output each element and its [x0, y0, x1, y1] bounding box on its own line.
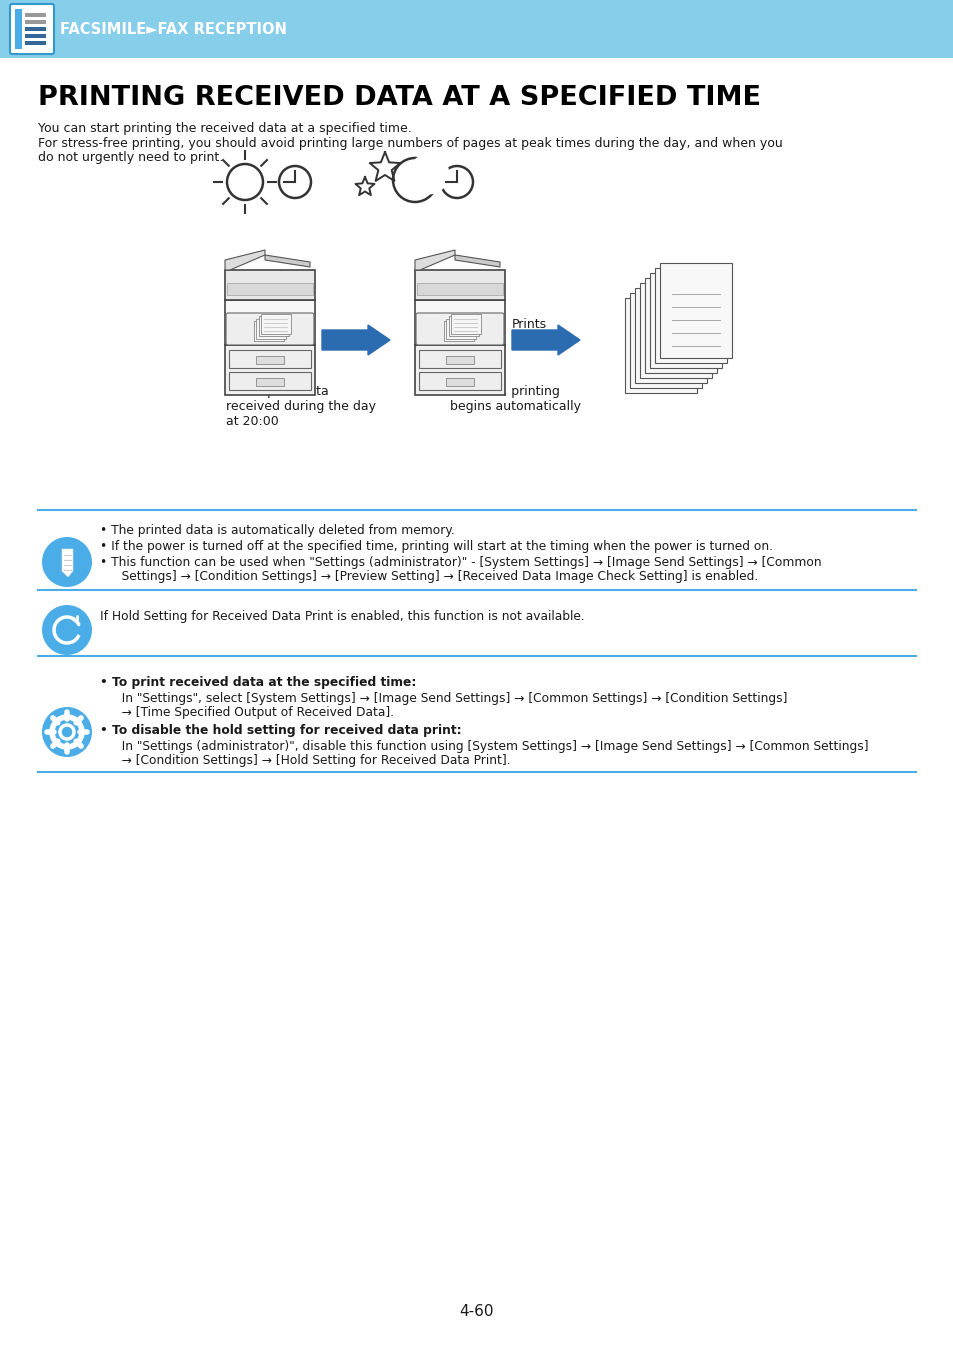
FancyBboxPatch shape [225, 346, 314, 396]
FancyBboxPatch shape [25, 20, 46, 24]
FancyBboxPatch shape [225, 270, 314, 300]
FancyBboxPatch shape [639, 284, 711, 378]
Circle shape [42, 707, 91, 757]
FancyBboxPatch shape [15, 9, 22, 49]
FancyBboxPatch shape [629, 293, 701, 387]
Polygon shape [62, 549, 73, 576]
Circle shape [42, 605, 91, 655]
FancyBboxPatch shape [25, 14, 46, 18]
FancyBboxPatch shape [25, 40, 46, 45]
FancyBboxPatch shape [25, 34, 46, 38]
Circle shape [410, 155, 448, 193]
FancyBboxPatch shape [416, 284, 502, 296]
FancyBboxPatch shape [655, 269, 726, 363]
FancyBboxPatch shape [418, 373, 500, 390]
Polygon shape [265, 255, 310, 267]
Text: • To print received data at the specified time:: • To print received data at the specifie… [100, 676, 416, 688]
Text: • The printed data is automatically deleted from memory.: • The printed data is automatically dele… [100, 524, 455, 537]
Text: For stress-free printing, you should avoid printing large numbers of pages at pe: For stress-free printing, you should avo… [38, 136, 781, 150]
FancyArrow shape [322, 325, 390, 355]
Polygon shape [225, 250, 265, 270]
Text: → [Time Specified Output of Received Data].: → [Time Specified Output of Received Dat… [110, 706, 394, 720]
Text: If Hold Setting for Received Data Print is enabled, this function is not availab: If Hold Setting for Received Data Print … [100, 610, 584, 622]
FancyBboxPatch shape [415, 346, 504, 396]
Text: FACSIMILE►FAX RECEPTION: FACSIMILE►FAX RECEPTION [60, 22, 287, 36]
FancyBboxPatch shape [418, 350, 500, 369]
Polygon shape [455, 255, 499, 267]
FancyBboxPatch shape [446, 378, 474, 386]
FancyBboxPatch shape [443, 321, 474, 342]
Text: • To disable the hold setting for received data print:: • To disable the hold setting for receiv… [100, 724, 461, 737]
FancyBboxPatch shape [446, 319, 476, 339]
Text: You can start printing the received data at a specified time.: You can start printing the received data… [38, 122, 412, 135]
FancyBboxPatch shape [226, 313, 314, 346]
FancyBboxPatch shape [415, 300, 504, 346]
FancyBboxPatch shape [229, 373, 311, 390]
FancyBboxPatch shape [225, 300, 314, 346]
FancyBboxPatch shape [449, 316, 478, 336]
Text: • If the power is turned off at the specified time, printing will start at the t: • If the power is turned off at the spec… [100, 540, 772, 553]
Text: PRINTING RECEIVED DATA AT A SPECIFIED TIME: PRINTING RECEIVED DATA AT A SPECIFIED TI… [38, 85, 760, 111]
Text: → [Condition Settings] → [Hold Setting for Received Data Print].: → [Condition Settings] → [Hold Setting f… [110, 755, 510, 767]
FancyBboxPatch shape [255, 378, 284, 386]
Text: Settings] → [Condition Settings] → [Preview Setting] → [Received Data Image Chec: Settings] → [Condition Settings] → [Prev… [110, 570, 758, 583]
Text: Set to print data
received during the day
at 20:00: Set to print data received during the da… [226, 385, 375, 428]
FancyBboxPatch shape [415, 270, 504, 300]
Text: do not urgently need to print.: do not urgently need to print. [38, 151, 223, 163]
FancyBboxPatch shape [255, 356, 284, 365]
FancyBboxPatch shape [644, 278, 717, 373]
FancyBboxPatch shape [227, 284, 313, 296]
FancyBboxPatch shape [0, 0, 953, 58]
FancyArrow shape [512, 325, 579, 355]
FancyBboxPatch shape [258, 316, 289, 336]
FancyBboxPatch shape [451, 313, 481, 333]
Text: • This function can be used when "Settings (administrator)" - [System Settings] : • This function can be used when "Settin… [100, 556, 821, 568]
FancyBboxPatch shape [659, 263, 731, 358]
Polygon shape [415, 250, 455, 270]
FancyBboxPatch shape [261, 313, 292, 333]
FancyBboxPatch shape [624, 298, 697, 393]
FancyBboxPatch shape [635, 288, 706, 383]
FancyBboxPatch shape [10, 4, 54, 54]
FancyBboxPatch shape [229, 350, 311, 369]
Text: In "Settings", select [System Settings] → [Image Send Settings] → [Common Settin: In "Settings", select [System Settings] … [110, 693, 786, 705]
Text: At 20:00, printing
begins automatically: At 20:00, printing begins automatically [450, 385, 580, 413]
FancyBboxPatch shape [256, 319, 286, 339]
Text: 4-60: 4-60 [459, 1304, 494, 1319]
FancyBboxPatch shape [25, 27, 46, 31]
Text: Prints: Prints [512, 319, 547, 332]
FancyBboxPatch shape [416, 313, 503, 346]
Circle shape [60, 725, 74, 738]
FancyBboxPatch shape [649, 273, 721, 369]
Text: In "Settings (administrator)", disable this function using [System Settings] → [: In "Settings (administrator)", disable t… [110, 740, 868, 753]
FancyBboxPatch shape [446, 356, 474, 365]
Circle shape [42, 537, 91, 587]
FancyBboxPatch shape [253, 321, 284, 342]
